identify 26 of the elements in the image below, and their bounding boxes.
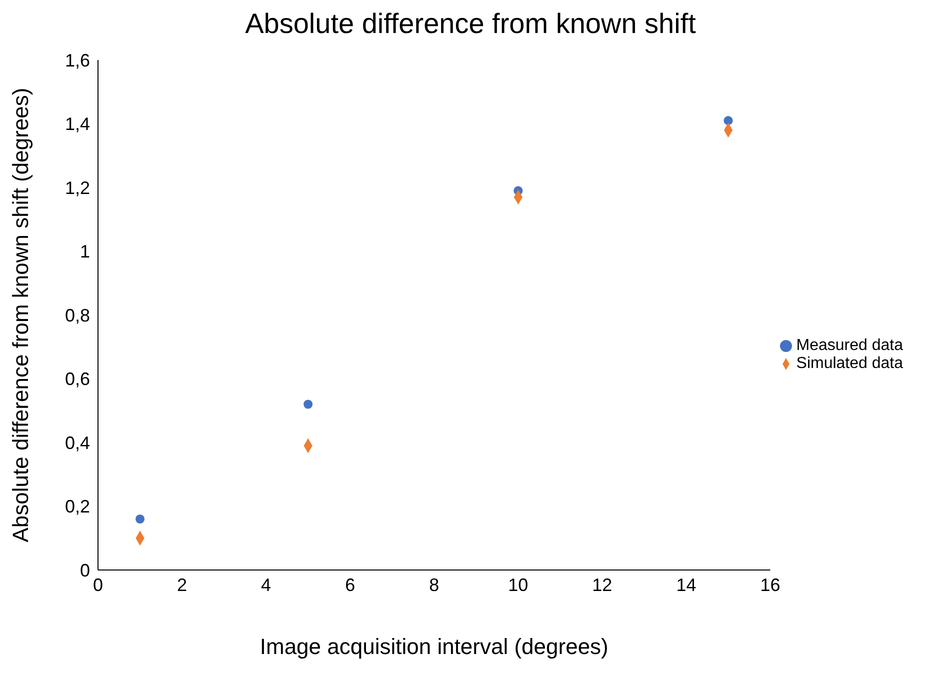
x-tick-label: 6 (345, 574, 356, 595)
x-axis-title: Image acquisition interval (degrees) (260, 634, 608, 659)
y-tick-label: 0,8 (64, 305, 90, 326)
y-tick-label: 0,2 (64, 496, 90, 517)
y-axis-title: Absolute difference from known shift (degrees) (8, 88, 33, 542)
point (304, 400, 313, 409)
x-tick-label: 16 (760, 574, 780, 595)
x-tick-label: 0 (92, 574, 104, 595)
y-tick-label: 1,2 (64, 178, 90, 198)
point (724, 116, 733, 126)
x-tick-label: 14 (676, 574, 696, 595)
chart-title: Absolute difference from known shift (244, 8, 697, 40)
y-tick-label: 1,6 (64, 50, 90, 70)
x-tick-label: 12 (592, 574, 612, 595)
y-tick-label: 0,6 (64, 369, 90, 390)
y-tick-label: 1,4 (64, 114, 90, 134)
legend-label: Measured data (796, 337, 903, 354)
x-tick-label: 2 (177, 574, 188, 595)
x-tick-label: 8 (429, 574, 440, 595)
legend-label: Simulated data (796, 355, 903, 372)
y-tick-label: 0 (80, 560, 90, 580)
y-tick-label: 1 (80, 242, 90, 262)
y-tick-label: 0,4 (64, 432, 90, 453)
x-tick-label: 10 (508, 574, 528, 595)
point (136, 514, 145, 524)
x-tick-label: 4 (261, 574, 272, 595)
